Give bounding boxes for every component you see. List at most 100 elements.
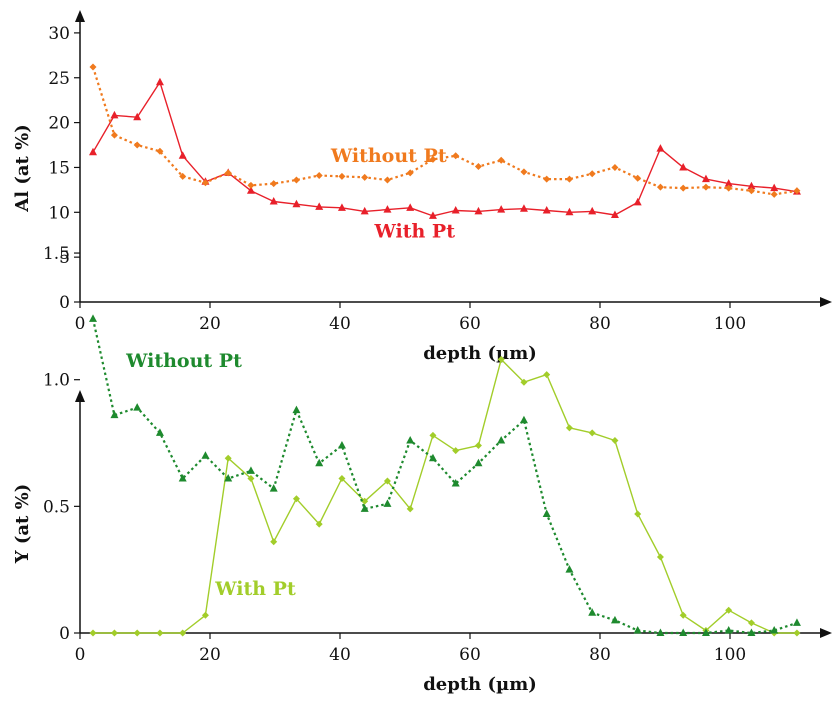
y-annotation-with-pt: With Pt (214, 578, 296, 600)
y-x-tick-label: 0 (75, 645, 86, 665)
y-point-without-pt (406, 435, 415, 444)
y-point-without-pt (315, 458, 324, 467)
al-point-without-pt (179, 172, 187, 180)
al-point-without-pt (474, 163, 482, 171)
y-point-with-pt (247, 474, 255, 482)
y-point-without-pt (747, 628, 756, 636)
al-point-without-pt (89, 63, 97, 71)
al-point-with-pt (315, 202, 324, 210)
y-point-with-pt (361, 497, 369, 505)
al-point-with-pt (246, 186, 255, 194)
y-series-line-with-pt (93, 358, 797, 634)
al-y-tick-label: 30 (48, 24, 70, 44)
al-point-without-pt (201, 179, 209, 187)
y-point-with-pt (315, 520, 323, 528)
al-point-with-pt (89, 147, 97, 156)
al-point-with-pt (178, 151, 187, 159)
al-point-with-pt (679, 162, 688, 171)
al-y-tick-label: 0 (59, 293, 70, 313)
y-point-without-pt (155, 428, 164, 436)
al-point-without-pt (588, 170, 596, 178)
al-point-with-pt (428, 211, 437, 219)
y-point-with-pt (611, 436, 619, 444)
y-point-with-pt (270, 538, 278, 546)
al-point-with-pt (383, 205, 392, 213)
al-x-axis-arrow (820, 297, 832, 307)
y-point-without-pt (246, 466, 255, 474)
y-point-with-pt (747, 619, 755, 627)
y-point-without-pt (89, 314, 97, 322)
al-y-tick-label: 5 (59, 248, 70, 268)
al-point-without-pt (747, 187, 755, 195)
al-point-with-pt (656, 144, 665, 152)
y-point-without-pt (201, 451, 210, 459)
y-point-without-pt (474, 458, 483, 467)
al-point-with-pt (747, 181, 756, 190)
y-point-with-pt (338, 474, 346, 482)
y-point-without-pt (724, 625, 733, 634)
y-point-without-pt (292, 405, 301, 414)
y-x-tick-label: 20 (199, 645, 221, 665)
al-x-axis-label: depth (µm) (423, 343, 537, 364)
al-annotation-with-pt: With Pt (374, 220, 456, 242)
y-point-without-pt (542, 509, 551, 517)
al-point-with-pt (406, 203, 415, 211)
al-point-without-pt (292, 176, 300, 184)
y-y-tick-label: 1.0 (43, 371, 70, 391)
y-point-with-pt (474, 442, 482, 450)
y-x-axis-label: depth (µm) (423, 674, 537, 695)
al-annotation-without-pt: Without Pt (330, 145, 447, 167)
al-point-without-pt (679, 184, 687, 192)
y-point-with-pt (793, 629, 801, 637)
y-point-without-pt (224, 473, 233, 482)
y-point-with-pt (201, 611, 209, 619)
al-point-with-pt (133, 112, 142, 121)
y-point-with-pt (110, 629, 118, 637)
al-point-with-pt (724, 179, 733, 187)
al-point-without-pt (497, 156, 505, 164)
y-point-without-pt (383, 499, 392, 507)
al-point-with-pt (701, 174, 710, 183)
al-point-without-pt (383, 176, 391, 184)
al-point-without-pt (634, 174, 642, 182)
al-point-without-pt (793, 187, 801, 195)
al-x-tick-label: 20 (199, 314, 221, 334)
y-point-with-pt (588, 429, 596, 437)
y-y-tick-label: 0 (59, 624, 70, 644)
al-point-without-pt (452, 152, 460, 160)
y-point-without-pt (519, 415, 528, 424)
al-point-with-pt (451, 206, 460, 214)
y-x-tick-label: 40 (329, 645, 351, 665)
y-point-with-pt (224, 454, 232, 462)
al-y-axis-arrow (75, 10, 85, 22)
al-point-with-pt (474, 206, 483, 215)
al-x-tick-label: 0 (75, 314, 86, 334)
al-x-tick-label: 60 (459, 314, 481, 334)
y-point-without-pt (133, 403, 142, 411)
al-point-without-pt (361, 173, 369, 181)
al-point-with-pt (588, 206, 597, 215)
y-y-tick-label: 1.5 (43, 244, 70, 264)
y-point-without-pt (679, 628, 688, 636)
y-annotation-without-pt: Without Pt (125, 350, 242, 372)
y-point-without-pt (633, 625, 642, 634)
al-point-without-pt (247, 181, 255, 189)
al-point-with-pt (360, 206, 369, 215)
y-x-tick-label: 80 (589, 645, 611, 665)
al-y-axis-label: Al (at %) (12, 124, 33, 212)
y-point-with-pt (634, 510, 642, 518)
y-y-axis-arrow (75, 390, 85, 402)
al-point-with-pt (519, 204, 528, 212)
y-panel: 0 20 40 60 80 100 0 0.5 1.0 1.5 depth (µm) Y (at %)… (12, 244, 832, 695)
al-point-without-pt (611, 163, 619, 171)
y-point-with-pt (452, 447, 460, 455)
y-point-with-pt (497, 355, 505, 363)
y-point-with-pt (406, 505, 414, 513)
y-point-with-pt (656, 553, 664, 561)
al-point-without-pt (270, 180, 278, 188)
al-point-with-pt (110, 110, 119, 119)
al-point-without-pt (770, 190, 778, 198)
al-series-line-without-pt (91, 66, 798, 196)
